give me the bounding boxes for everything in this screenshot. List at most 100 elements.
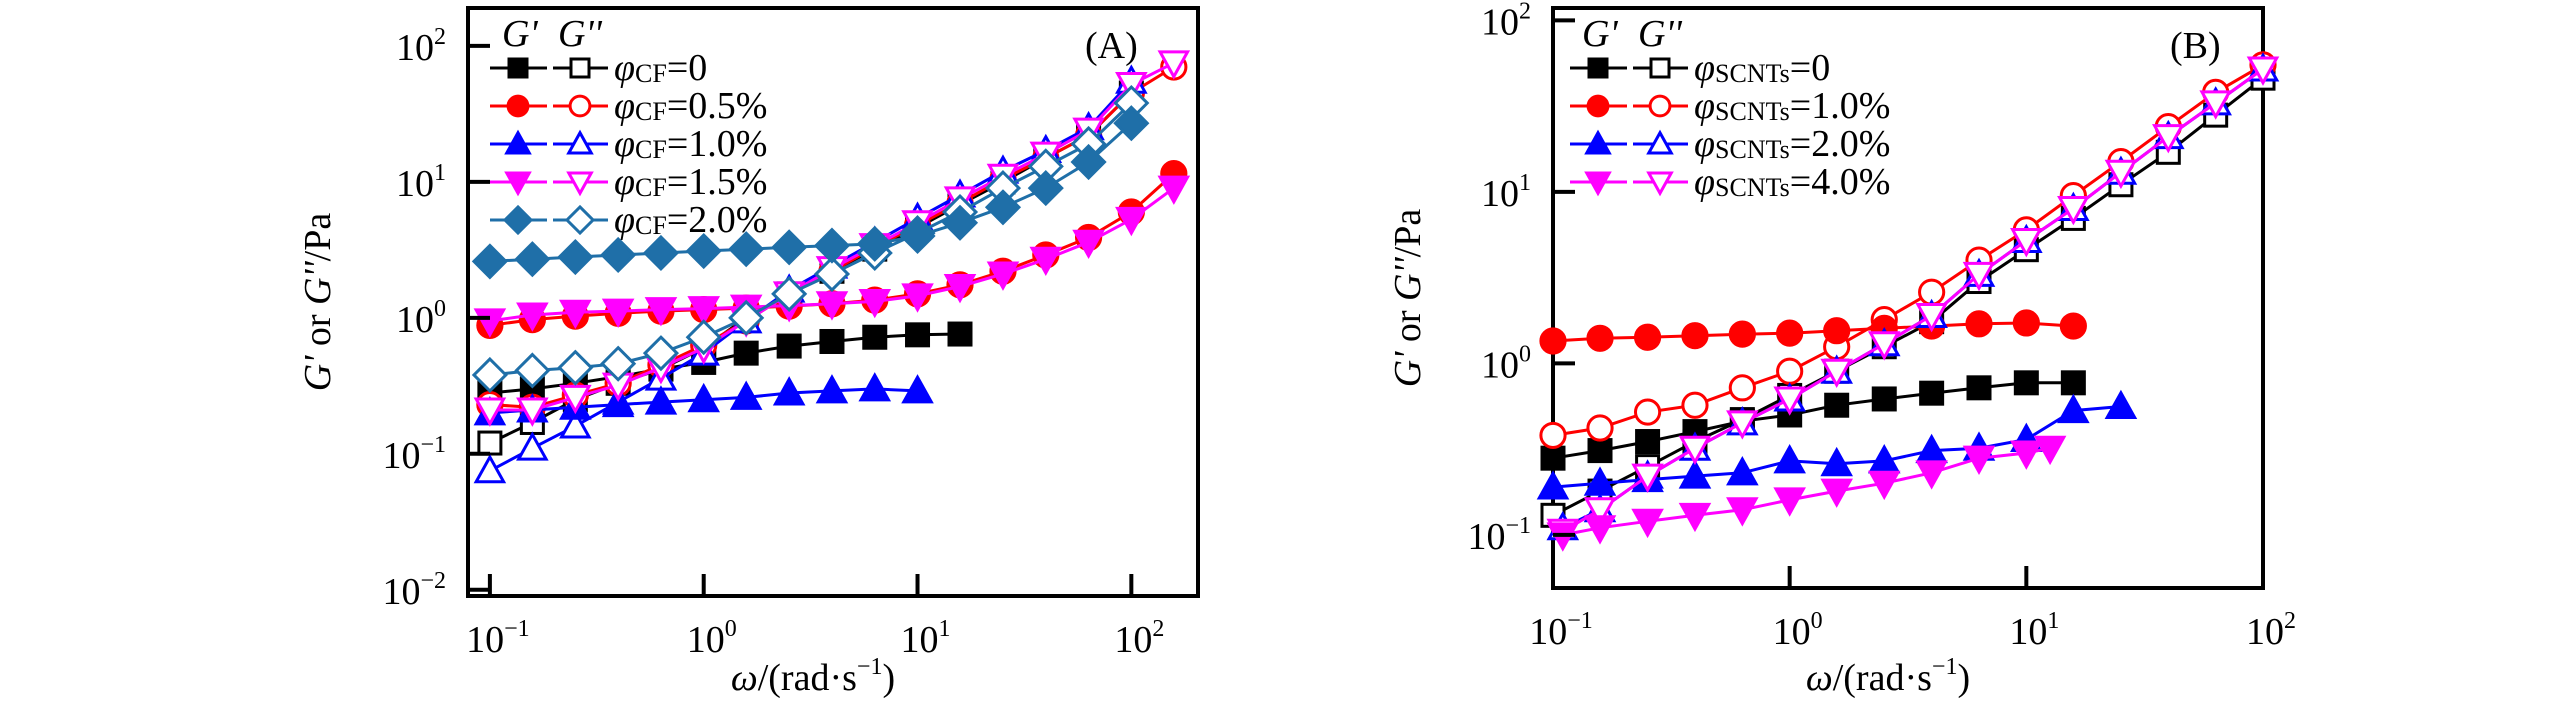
legend-marker-loss [564, 204, 596, 236]
legend-marker-storage [504, 171, 532, 197]
data-point [1681, 391, 1709, 419]
data-point [1820, 358, 1853, 389]
data-point [514, 352, 551, 389]
legend-marker-loss [1648, 94, 1672, 118]
series-3-loss-modulus [1546, 56, 2280, 549]
y-tick-label: 101 [396, 160, 446, 205]
data-point [1678, 502, 1712, 533]
legend-header-storage: G' [1582, 13, 1618, 55]
data-point [1728, 374, 1756, 402]
data-point [947, 321, 973, 347]
legend-label: φCF=0 [614, 47, 707, 89]
data-point [813, 227, 851, 264]
data-point [1631, 508, 1664, 539]
data-point [1678, 435, 1712, 466]
y-axis-title: G' or G''/Pa [297, 213, 339, 392]
series-line [1562, 67, 2264, 530]
data-point [1539, 327, 1567, 355]
data-point [1726, 455, 1759, 486]
data-point [685, 319, 722, 356]
legend-item: φCF=2.0% [490, 199, 767, 241]
data-point [858, 288, 892, 319]
y-tick-label: 10−1 [382, 432, 446, 477]
data-point [2152, 124, 2185, 154]
data-point [776, 333, 802, 359]
legend-label: φSCNTs=0 [1694, 47, 1830, 89]
data-point [2010, 228, 2043, 258]
data-point [1773, 386, 1806, 416]
x-axis-title: ω/(rad·s−1) [1806, 654, 1970, 699]
data-point [2012, 309, 2040, 337]
data-point [642, 234, 680, 272]
data-point [1773, 444, 1806, 474]
data-point [1072, 229, 1105, 260]
data-point [1965, 310, 1993, 338]
panel-label: (B) [2170, 25, 2221, 67]
x-tick-label: 100 [1773, 608, 1823, 653]
legend-item: φSCNTs=1.0% [1570, 85, 1890, 127]
data-point [1157, 50, 1191, 80]
data-point [819, 328, 845, 354]
data-point [1820, 478, 1853, 508]
data-point [1583, 515, 1617, 545]
series-1-storage-modulus [1539, 309, 2087, 355]
legend-item: φCF=1.5% [490, 161, 767, 203]
series-line [489, 101, 1133, 377]
y-tick-label: 100 [1481, 341, 1531, 386]
data-point [514, 241, 551, 278]
data-point [1157, 175, 1191, 205]
series-line [1552, 321, 2074, 343]
data-point [1962, 445, 1996, 476]
data-point [1726, 410, 1759, 440]
legend-marker-storage [1584, 171, 1612, 197]
data-point [943, 274, 977, 304]
data-point [728, 299, 765, 336]
y-tick-label: 101 [1481, 170, 1531, 215]
data-point [1867, 470, 1901, 501]
y-tick-label: 102 [1481, 0, 1531, 43]
x-tick-label: 101 [2009, 608, 2059, 653]
data-point [2104, 389, 2138, 420]
series-line [1562, 67, 2264, 533]
legend-marker-loss [568, 94, 592, 118]
data-point [858, 372, 892, 402]
data-point [815, 291, 849, 321]
legend-marker-loss [566, 171, 594, 197]
series-line [489, 332, 961, 395]
data-point [2104, 159, 2138, 190]
data-point [601, 298, 635, 328]
legend-marker-loss [1649, 57, 1671, 79]
data-point [1820, 446, 1853, 477]
series-3-storage-modulus [473, 175, 1191, 338]
data-point [644, 297, 678, 327]
legend-item: φCF=1.0% [490, 123, 767, 165]
data-point [477, 430, 503, 456]
legend-label: φSCNTs=2.0% [1694, 123, 1890, 165]
legend-item: φSCNTs=0 [1570, 47, 1830, 89]
data-point [2199, 90, 2232, 120]
data-point [901, 283, 934, 313]
data-point [1635, 429, 1661, 455]
legend-marker-loss [1646, 129, 1674, 155]
legend-marker-loss [1646, 171, 1674, 197]
x-axis-title: ω/(rad·s−1) [731, 654, 895, 699]
x-tick-label: 101 [901, 616, 951, 661]
data-point [1633, 398, 1662, 426]
series-group [471, 50, 1191, 484]
data-point [601, 387, 635, 418]
data-point [772, 376, 806, 406]
legend: G' G'' φSCNTs=0φSCNTs=1.0%φSCNTs=2.0%φSCNT… [1570, 13, 1890, 203]
legend-header-loss: G'' [1638, 13, 1683, 55]
data-point [729, 380, 763, 410]
data-point [557, 238, 594, 276]
data-point [642, 335, 680, 372]
legend-label: φCF=1.0% [614, 123, 767, 165]
panel-a-chart: 10−2 10−1 100 101 102 10−1 100 101 102 ω/(rad·s−1… [297, 6, 1200, 699]
data-point [516, 397, 549, 427]
data-point [644, 385, 678, 415]
data-point [471, 356, 508, 394]
series-line [489, 80, 1133, 473]
legend-marker-storage [1586, 94, 1610, 118]
data-point [1773, 487, 1806, 517]
data-point [516, 302, 549, 332]
